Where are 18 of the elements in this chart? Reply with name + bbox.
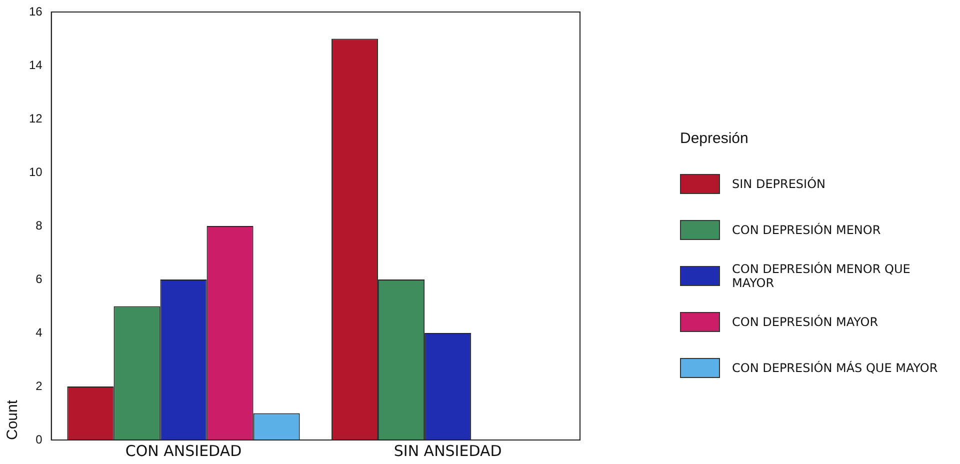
y-tick-label: 0 xyxy=(36,432,43,446)
legend-label: CON DEPRESIÓN MENOR xyxy=(732,223,881,237)
y-axis-title: Count xyxy=(4,399,22,440)
x-tick-label: CON ANSIEDAD xyxy=(125,442,242,460)
y-tick-label: 10 xyxy=(28,164,43,179)
legend-label: CON DEPRESIÓN MÁS QUE MAYOR xyxy=(732,361,938,375)
legend-label: SIN DEPRESIÓN xyxy=(732,177,826,191)
legend-label: CON DEPRESIÓN MENOR QUE MAYOR xyxy=(732,262,912,290)
legend-title: Depresión xyxy=(680,130,750,147)
legend-label: CON DEPRESIÓN MAYOR xyxy=(732,315,878,329)
x-tick-label: SIN ANSIEDAD xyxy=(394,442,502,460)
y-tick-label: 12 xyxy=(28,111,43,126)
y-tick-label: 8 xyxy=(36,218,43,232)
y-tick-label: 16 xyxy=(28,4,43,18)
y-tick-label: 4 xyxy=(36,325,43,340)
y-tick-label: 2 xyxy=(36,378,43,393)
y-tick-label: 14 xyxy=(28,58,43,72)
y-tick-label: 6 xyxy=(36,272,43,286)
